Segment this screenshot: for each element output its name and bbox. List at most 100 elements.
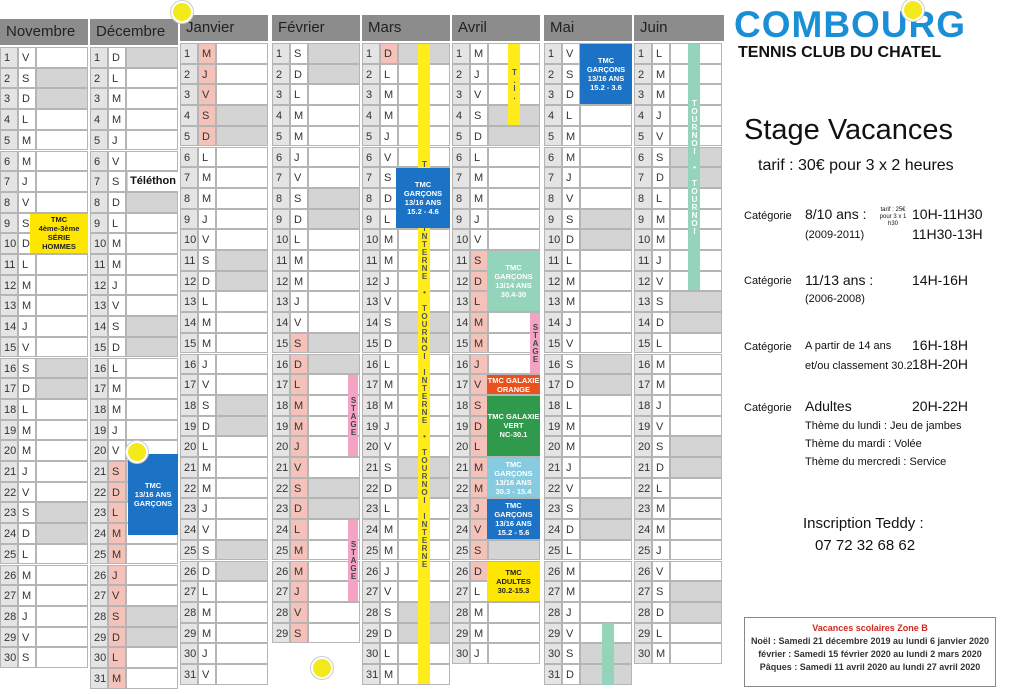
day-cell xyxy=(308,125,360,147)
day-number: 17 xyxy=(0,378,18,399)
day-number: 29 xyxy=(544,622,562,644)
day-letter: D xyxy=(380,622,398,644)
day-number: 26 xyxy=(544,560,562,582)
day-letter: L xyxy=(198,146,216,168)
day-letter: S xyxy=(380,312,398,333)
event-text: VERT xyxy=(503,421,524,431)
day-cell xyxy=(580,250,632,271)
day-cell xyxy=(36,47,88,68)
month-header: Avril xyxy=(452,15,540,41)
day-cell xyxy=(580,436,632,457)
day-letter: V xyxy=(470,229,488,250)
day-cell xyxy=(580,519,632,540)
day-letter: J xyxy=(470,63,488,85)
day-cell xyxy=(488,167,540,188)
day-letter: D xyxy=(290,353,308,375)
day-number: 4 xyxy=(544,105,562,126)
tennis-ball xyxy=(171,1,193,23)
day-number: 22 xyxy=(272,477,290,499)
day-cell xyxy=(126,150,178,172)
day-letter: M xyxy=(652,353,670,375)
day-letter: J xyxy=(470,498,488,520)
cat-label: Catégorie xyxy=(744,275,792,287)
day-number: 31 xyxy=(90,668,108,689)
day-cell xyxy=(126,543,178,565)
vacances-line: février : Samedi 15 février 2020 au lund… xyxy=(758,649,982,659)
day-number: 20 xyxy=(90,440,108,461)
day-number: 28 xyxy=(452,601,470,623)
day-letter: S xyxy=(108,605,126,627)
day-letter: S xyxy=(290,332,308,354)
day-number: 12 xyxy=(544,270,562,292)
day-number: 9 xyxy=(362,208,380,230)
day-number: 28 xyxy=(362,601,380,623)
day-letter: M xyxy=(380,105,398,126)
event: TMC GALAXIE VERT NC-30.1 xyxy=(487,395,540,456)
event: TMC ADULTES 30.2-15.3 xyxy=(487,561,540,601)
day-cell xyxy=(126,212,178,234)
day-letter: L xyxy=(108,212,126,234)
day-letter: M xyxy=(562,146,580,168)
day-cell xyxy=(670,601,722,623)
cat-years: (2006-2008) xyxy=(805,293,865,305)
day-cell xyxy=(308,270,360,292)
day-number: 31 xyxy=(180,664,198,685)
day-number: 9 xyxy=(452,208,470,230)
day-letter: V xyxy=(562,332,580,354)
day-number: 12 xyxy=(90,274,108,296)
day-number: 24 xyxy=(452,519,470,540)
day-number: 8 xyxy=(634,187,652,209)
day-cell xyxy=(36,543,88,565)
day-cell xyxy=(488,146,540,168)
day-letter: M xyxy=(562,125,580,147)
day-cell xyxy=(36,129,88,151)
day-number: 30 xyxy=(634,643,652,664)
day-number: 21 xyxy=(0,461,18,482)
day-number: 19 xyxy=(272,415,290,437)
day-number: 20 xyxy=(0,440,18,461)
cat-label: Catégorie xyxy=(744,210,792,222)
day-cell xyxy=(308,208,360,230)
day-number: 24 xyxy=(272,519,290,540)
day-cell xyxy=(216,374,268,395)
day-number: 4 xyxy=(452,105,470,126)
event-text: 15.2 - 4.6 xyxy=(407,207,439,217)
day-cell xyxy=(580,187,632,209)
day-number: 16 xyxy=(180,353,198,375)
day-number: 29 xyxy=(180,622,198,644)
day-number: 29 xyxy=(634,622,652,644)
day-letter: D xyxy=(652,457,670,478)
day-cell xyxy=(580,105,632,126)
day-letter: S xyxy=(652,581,670,602)
inscription-label: Inscription Teddy : xyxy=(803,515,924,532)
day-cell xyxy=(308,63,360,85)
event-text: TMC GARÇONS xyxy=(494,501,533,520)
day-number: 30 xyxy=(0,647,18,668)
day-letter: M xyxy=(470,332,488,354)
event-text: TOURNOI INTERNE • TOURNOI INTERNE • TOUR… xyxy=(420,159,429,568)
day-cell xyxy=(308,291,360,313)
day-letter: L xyxy=(652,187,670,209)
day-number: 26 xyxy=(0,564,18,586)
day-letter: S xyxy=(562,208,580,230)
day-letter: S xyxy=(198,539,216,561)
event-text: TMC xyxy=(505,567,522,577)
day-letter: M xyxy=(470,601,488,623)
day-number: 16 xyxy=(272,353,290,375)
day-letter: M xyxy=(108,543,126,565)
day-number: 2 xyxy=(544,63,562,85)
day-number: 7 xyxy=(544,167,562,188)
day-cell xyxy=(126,605,178,627)
event-text: GARÇONS xyxy=(133,498,173,508)
cat-label: Catégorie xyxy=(744,341,792,353)
day-cell xyxy=(36,109,88,130)
day-letter: L xyxy=(562,394,580,416)
cat-name: 11/13 ans : xyxy=(805,272,874,288)
day-letter: M xyxy=(290,560,308,582)
day-number: 27 xyxy=(634,581,652,602)
day-cell xyxy=(216,457,268,478)
day-letter: S xyxy=(108,461,126,482)
day-number: 10 xyxy=(544,229,562,250)
event: TMC 4ème-3ème SÉRIE HOMMES xyxy=(30,213,88,253)
day-letter: M xyxy=(652,84,670,106)
